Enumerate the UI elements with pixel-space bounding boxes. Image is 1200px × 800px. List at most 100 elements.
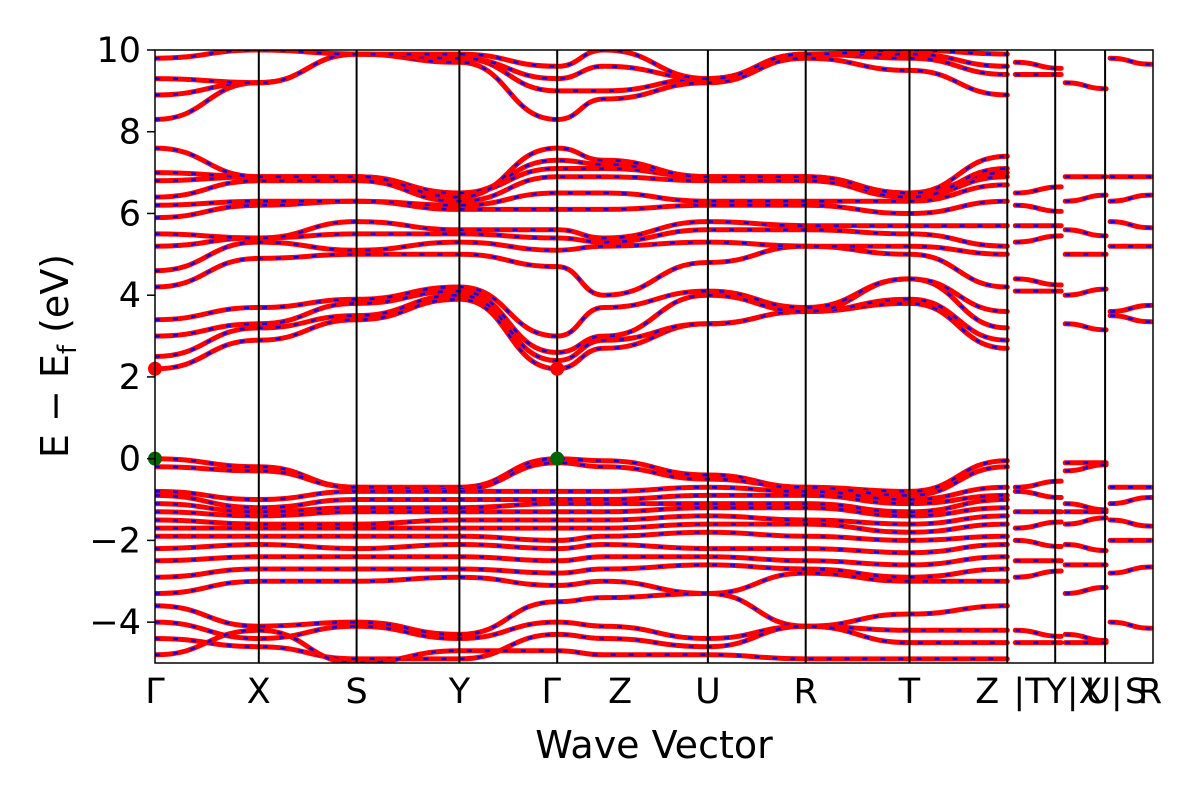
kpoint-lines [257, 50, 1107, 663]
conduction-band-14 [155, 145, 1010, 200]
segment-2-band-4 [1062, 227, 1109, 239]
conduction-band-6-spin-up [155, 239, 1010, 274]
valence-band-8-spin-down [155, 522, 1008, 534]
x-tick-label-14: R [1138, 672, 1162, 712]
valence-band-3 [155, 484, 1010, 503]
segment-1-band-7-spin-down [1015, 277, 1062, 287]
conduction-band-10-spin-up [155, 182, 1010, 208]
segment-3-band-1-spin-down [1110, 56, 1152, 66]
valence-band-6 [155, 505, 1010, 519]
valence-band-7-spin-up [155, 513, 1010, 527]
conduction-band-7 [155, 227, 1010, 249]
segment-2-band-15 [1062, 584, 1109, 596]
y-axis-title-main: E − E [33, 354, 77, 458]
valence-band-5 [155, 497, 1010, 515]
valence-band-15 [155, 619, 1010, 642]
conduction-band-10 [155, 182, 1010, 208]
conduction-band-9-spin-down [155, 199, 1008, 219]
valence-band-17-spin-down [155, 629, 1008, 663]
plot-frame [154, 49, 1154, 664]
valence-band-6-spin-down [155, 506, 1008, 518]
segment-1-band-13-spin-down [1015, 539, 1062, 548]
y-tick-label-0: −4 [89, 603, 141, 643]
conduction-band-2-spin-down [155, 293, 1008, 362]
valence-band-11 [155, 554, 1010, 568]
segment-1-band-16-spin-down [1015, 629, 1062, 638]
x-tick-label-1: X [247, 672, 271, 712]
segment-2-band-12-spin-down [1065, 516, 1107, 526]
x-axis-title: Wave Vector [535, 723, 773, 767]
x-tick-label-10: |T [1013, 672, 1047, 712]
y-axis-title-subscript: f [53, 344, 83, 354]
segment-2-band-15-spin-down [1065, 586, 1107, 595]
segment-1-band-1-spin-down [1015, 61, 1062, 70]
segment-3-band-10-spin-down [1110, 518, 1152, 528]
valence-band-12 [155, 562, 1010, 580]
valence-band-13-spin-up [155, 570, 1010, 597]
x-axis: Γ X S Y Γ Z U R T Z |TY|XU| SR [145, 672, 1162, 712]
y-tick-label-5: 6 [119, 194, 141, 234]
segment-3-band-6 [1107, 302, 1153, 314]
x-tick-label-0: Γ [145, 672, 165, 712]
segment-2-band-9 [1062, 462, 1109, 474]
valence-band-1-spin-down [155, 457, 1008, 493]
valence-band-9-spin-up [155, 529, 1010, 543]
segment-3-band-1 [1107, 55, 1153, 67]
segment-3-band-10 [1107, 517, 1153, 529]
conduction-band-5 [155, 243, 1010, 298]
valence-band-2-spin-down [155, 461, 1008, 497]
x-tick-label-2: S [345, 672, 367, 712]
segment-2-band-1-spin-down [1065, 81, 1107, 91]
segment-3-band-13 [1107, 619, 1153, 631]
segment-2-band-7 [1062, 321, 1109, 333]
segment-3-band-9-spin-down [1110, 496, 1152, 505]
y-tick-label-3: 2 [119, 358, 141, 398]
conduction-band-14-spin-down [155, 146, 1008, 199]
valence-band-16 [155, 623, 1010, 662]
conduction-band-8-spin-down [155, 220, 1008, 240]
x-tick-label-12: U| [1085, 672, 1122, 712]
segment-3-band-7 [1107, 313, 1153, 325]
segment-1-band-3-spin-down [1015, 185, 1062, 195]
valence-band-14 [155, 590, 1010, 637]
valence-band-15-spin-up [155, 619, 1010, 642]
x-tick-label-13: S [1125, 672, 1147, 712]
y-tick-label-1: −2 [89, 521, 141, 561]
valence-band-4-spin-down [155, 494, 1008, 509]
segment-3-band-12-spin-down [1110, 565, 1152, 575]
valence-band-17 [155, 627, 1010, 663]
conduction-band-7-spin-down [155, 228, 1008, 248]
segment-1-band-10-spin-down [1015, 490, 1062, 499]
x-tick-label-3: Y [448, 672, 471, 712]
y-tick-label-7: 10 [96, 31, 141, 71]
segment-1-band-12-spin-down [1015, 520, 1062, 530]
segment-1-band-4-spin-down [1015, 204, 1062, 213]
segment-3-band-3 [1107, 192, 1153, 204]
conduction-band-17-spin-down [155, 52, 1008, 84]
y-axis: −4 −2 0 2 4 6 8 10 [89, 31, 155, 643]
segment-2-band-12 [1062, 515, 1109, 527]
valence-band-16-spin-up [155, 623, 1010, 662]
valence-band-11-spin-up [155, 554, 1010, 568]
conduction-band-8 [155, 219, 1010, 241]
conduction-band-18 [155, 50, 1010, 82]
x-tick-label-11: Y|X [1044, 672, 1102, 712]
segment-1-band-9-spin-down [1015, 479, 1062, 489]
segment-2-band-9-spin-down [1065, 463, 1107, 473]
valence-band-7 [155, 513, 1010, 527]
conduction-band-9 [155, 198, 1010, 221]
segment-3-band-9 [1107, 495, 1153, 507]
conduction-band-4 [155, 276, 1010, 339]
conduction-band-6 [155, 239, 1010, 274]
segment-2-band-13 [1062, 542, 1109, 554]
segment-3-band-7-spin-down [1110, 314, 1152, 324]
segment-3-band-4-spin-down [1110, 220, 1152, 230]
segment-2-band-6-spin-down [1065, 287, 1107, 297]
segment-2-band-13-spin-down [1065, 543, 1107, 552]
conduction-band-18-spin-down [155, 50, 1008, 80]
y-tick-label-6: 8 [119, 113, 141, 153]
valence-band-9 [155, 529, 1010, 543]
x-tick-label-6: U [695, 672, 721, 712]
valence-band-2 [155, 460, 1010, 498]
